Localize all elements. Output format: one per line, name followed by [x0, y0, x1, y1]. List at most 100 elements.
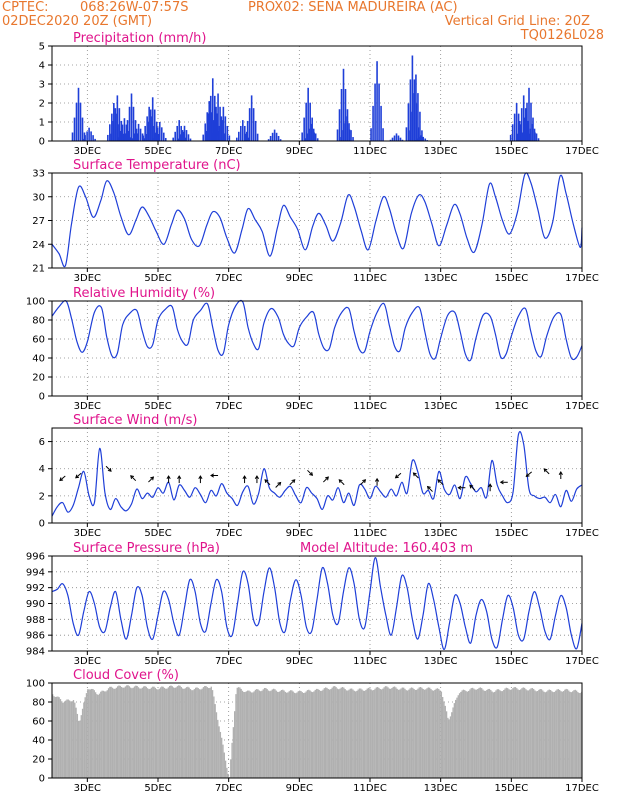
cloud-bar — [330, 689, 332, 778]
cloud-bar — [200, 689, 202, 778]
cloud-bar — [460, 691, 462, 778]
cloud-bar — [204, 686, 206, 778]
precip-bar — [246, 120, 249, 141]
x-tick-label: 9DEC — [286, 146, 313, 157]
cloud-bar — [361, 689, 363, 778]
cloud-bar — [347, 690, 349, 778]
series-line — [51, 299, 583, 362]
cloud-bar — [490, 689, 492, 778]
cloud-bar — [319, 690, 322, 778]
x-tick-label: 17DEC — [565, 146, 599, 157]
cloud-bar — [152, 686, 154, 778]
cloud-bar — [367, 687, 370, 778]
cloud-bar — [132, 687, 134, 778]
cloud-bar — [249, 691, 251, 778]
precip-bar — [117, 137, 120, 141]
cloud-bar — [497, 689, 500, 778]
cloud-bar — [383, 687, 385, 778]
precip-bar — [418, 136, 421, 141]
precip-bar — [537, 138, 540, 141]
precip-bar — [254, 120, 257, 141]
cloud-bar — [455, 699, 457, 778]
cloud-bar — [579, 692, 582, 778]
precip-bar — [348, 123, 350, 141]
cloud-bar — [295, 693, 297, 778]
cloud-bar — [55, 696, 58, 778]
cloud-bar — [507, 688, 509, 778]
cloud-bar — [223, 752, 225, 778]
cloud-bar — [529, 689, 531, 778]
cloud-bar — [66, 699, 68, 778]
wind-arrow — [323, 476, 329, 483]
cloud-bar — [197, 688, 199, 778]
cloud-bar — [74, 702, 76, 778]
precip-bar — [419, 111, 421, 141]
cloud-bar — [464, 690, 466, 778]
precip-bar — [118, 108, 121, 141]
cloud-bar — [404, 688, 406, 778]
cloud-bar — [310, 691, 313, 778]
cloud-bar — [107, 688, 110, 778]
cloud-bar — [260, 691, 262, 778]
cloud-bar — [144, 686, 146, 778]
cloud-bar — [475, 689, 478, 778]
x-tick-label: 9DEC — [286, 401, 313, 412]
cloud-bar — [226, 767, 228, 778]
precip-bar — [524, 117, 526, 141]
precip-bar — [409, 130, 411, 141]
precip-bar — [183, 125, 186, 141]
precip-bar — [180, 125, 182, 141]
cloud-bar — [133, 686, 136, 778]
cloud-bar — [496, 689, 498, 778]
precip-bar — [308, 128, 311, 141]
cloud-bar — [552, 692, 554, 778]
cloud-bar — [568, 690, 570, 778]
x-tick-label: 7DEC — [215, 528, 242, 539]
precip-bar — [146, 116, 148, 141]
cloud-bar — [374, 688, 376, 778]
cloud-bar — [113, 688, 115, 778]
cloud-bar — [469, 689, 471, 778]
precip-bar — [411, 111, 413, 141]
cloud-bar — [352, 689, 354, 778]
cloud-bar — [140, 688, 142, 778]
precip-bar — [137, 123, 140, 141]
x-tick-label: 15DEC — [494, 146, 528, 157]
wind-arrow — [338, 479, 345, 486]
wind-arrow — [412, 472, 419, 479]
x-tick-label: 13DEC — [424, 146, 458, 157]
cloud-bar — [400, 688, 402, 778]
cloud-bar — [150, 687, 153, 778]
cloud-bar — [348, 689, 350, 778]
precip-bar — [344, 89, 347, 141]
precip-bar — [129, 137, 132, 141]
cloud-bar — [344, 689, 346, 778]
precip-bar — [370, 128, 372, 141]
plot-frame — [51, 172, 583, 269]
cloud-bar — [457, 695, 459, 778]
precip-bar — [202, 134, 205, 141]
cloud-bar — [422, 688, 424, 778]
cloud-bar — [88, 689, 90, 778]
cloud-bar — [318, 689, 320, 778]
cloud-bar — [218, 726, 220, 778]
wind-arrow — [59, 475, 66, 482]
cloud-bar — [282, 689, 284, 778]
precip-bar — [236, 137, 238, 141]
precip-bar — [206, 112, 209, 141]
cloud-bar — [280, 689, 283, 778]
cloud-bar — [158, 688, 160, 778]
cloud-bar — [504, 688, 506, 778]
plot-frame — [51, 300, 583, 397]
cloud-bar — [484, 690, 487, 778]
cloud-bar — [270, 690, 272, 778]
cloud-bar — [448, 719, 450, 778]
precip-bar — [511, 124, 514, 141]
cloud-bar — [382, 688, 384, 778]
panel-pressure: Surface Pressure (hPa) Model Altitude: 16… — [26, 541, 599, 667]
precip-bar — [130, 93, 133, 141]
cloud-bar — [252, 692, 254, 778]
wind-arrow — [148, 476, 155, 483]
y-tick-label: 984 — [26, 647, 45, 658]
x-tick-label: 11DEC — [353, 528, 387, 539]
